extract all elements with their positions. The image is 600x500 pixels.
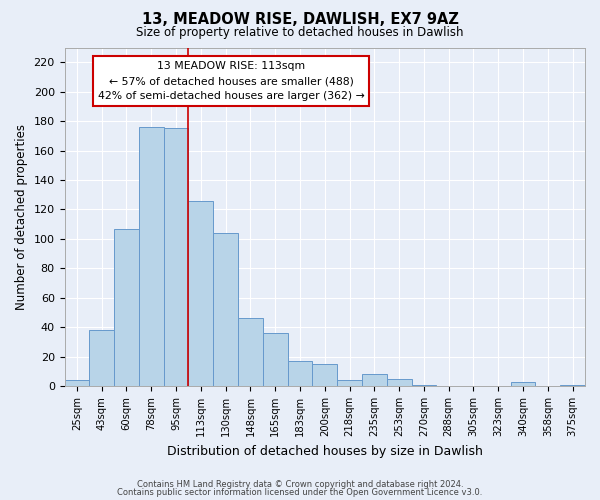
- Bar: [65, 380, 89, 386]
- Bar: [188, 200, 213, 386]
- Bar: [337, 380, 362, 386]
- X-axis label: Distribution of detached houses by size in Dawlish: Distribution of detached houses by size …: [167, 444, 483, 458]
- Bar: [313, 364, 337, 386]
- Bar: [511, 382, 535, 386]
- Text: 13, MEADOW RISE, DAWLISH, EX7 9AZ: 13, MEADOW RISE, DAWLISH, EX7 9AZ: [142, 12, 458, 28]
- Bar: [164, 128, 188, 386]
- Bar: [238, 318, 263, 386]
- Bar: [213, 233, 238, 386]
- Bar: [114, 228, 139, 386]
- Text: Contains HM Land Registry data © Crown copyright and database right 2024.: Contains HM Land Registry data © Crown c…: [137, 480, 463, 489]
- Bar: [287, 361, 313, 386]
- Bar: [263, 333, 287, 386]
- Text: 13 MEADOW RISE: 113sqm
← 57% of detached houses are smaller (488)
42% of semi-de: 13 MEADOW RISE: 113sqm ← 57% of detached…: [98, 61, 364, 102]
- Text: Contains public sector information licensed under the Open Government Licence v3: Contains public sector information licen…: [118, 488, 482, 497]
- Bar: [139, 127, 164, 386]
- Bar: [89, 330, 114, 386]
- Y-axis label: Number of detached properties: Number of detached properties: [15, 124, 28, 310]
- Bar: [362, 374, 387, 386]
- Bar: [560, 384, 585, 386]
- Bar: [412, 384, 436, 386]
- Text: Size of property relative to detached houses in Dawlish: Size of property relative to detached ho…: [136, 26, 464, 39]
- Bar: [387, 378, 412, 386]
